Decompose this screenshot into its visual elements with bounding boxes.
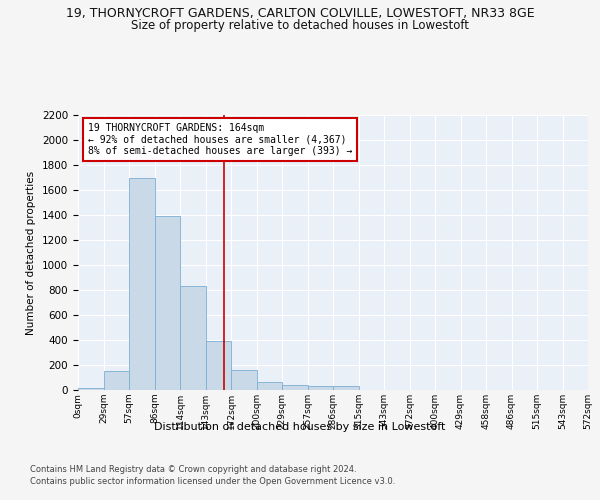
Text: 19 THORNYCROFT GARDENS: 164sqm
← 92% of detached houses are smaller (4,367)
8% o: 19 THORNYCROFT GARDENS: 164sqm ← 92% of … [88, 123, 353, 156]
Bar [205, 341, 231, 390]
Text: Contains HM Land Registry data © Crown copyright and database right 2024.: Contains HM Land Registry data © Crown c… [30, 465, 356, 474]
Bar [231, 370, 257, 390]
Text: Distribution of detached houses by size in Lowestoft: Distribution of detached houses by size … [154, 422, 446, 432]
Y-axis label: Number of detached properties: Number of detached properties [26, 170, 37, 334]
Bar [308, 386, 333, 390]
Bar [282, 385, 308, 390]
Bar [333, 386, 359, 390]
Bar [104, 370, 129, 390]
Bar [78, 388, 104, 390]
Bar [257, 382, 282, 390]
Bar [155, 216, 180, 390]
Bar [180, 286, 205, 390]
Text: 19, THORNYCROFT GARDENS, CARLTON COLVILLE, LOWESTOFT, NR33 8GE: 19, THORNYCROFT GARDENS, CARLTON COLVILL… [65, 8, 535, 20]
Text: Size of property relative to detached houses in Lowestoft: Size of property relative to detached ho… [131, 19, 469, 32]
Bar [129, 178, 155, 390]
Text: Contains public sector information licensed under the Open Government Licence v3: Contains public sector information licen… [30, 478, 395, 486]
